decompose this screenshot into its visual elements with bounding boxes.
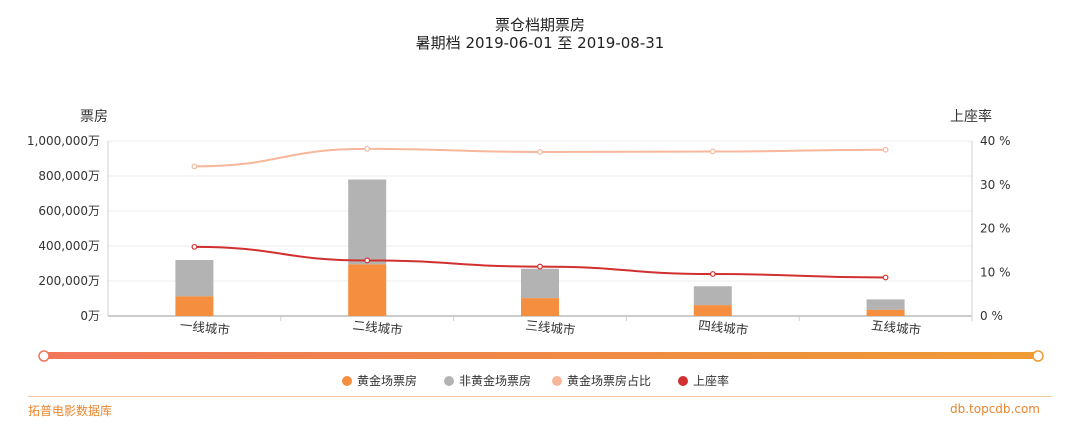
bar-golden — [693, 305, 732, 316]
occupancy-line-point — [364, 257, 371, 264]
legend: 黄金场票房 非黄金场票房 黄金场票房占比 上座率 — [342, 373, 729, 388]
occupancy-line-point — [537, 263, 543, 270]
x-tick-label: 三线城市 — [525, 317, 576, 337]
chart-subtitle: 暑期档 2019-06-01 至 2019-08-31 — [416, 34, 665, 52]
y-tick-label: 400,000万 — [38, 239, 100, 253]
bar-golden — [866, 309, 905, 316]
slider-handle-end[interactable] — [1032, 350, 1044, 362]
y-tick-label: 800,000万 — [38, 169, 100, 183]
y-tick-label: 0万 — [80, 309, 100, 323]
share-line-point — [537, 149, 543, 155]
bar-non-golden — [521, 268, 559, 299]
bar-non-golden — [866, 299, 905, 310]
y2-tick-label: 30 % — [980, 178, 1011, 192]
y2-axis-title: 上座率 — [950, 108, 992, 125]
x-axis: 一线城市 二线城市 三线城市 四线城市 五线城市 — [179, 316, 973, 338]
bar-series — [175, 179, 905, 316]
line-series — [191, 145, 889, 281]
legend-label: 黄金场票房 — [357, 373, 417, 388]
share-line-point — [709, 148, 716, 155]
bar-non-golden — [175, 260, 214, 297]
grid-lines — [107, 140, 973, 317]
x-tick-label: 四线城市 — [698, 317, 749, 337]
footer-divider — [28, 396, 1052, 397]
share-line-point — [364, 145, 371, 152]
legend-label: 黄金场票房占比 — [567, 373, 651, 388]
x-tick-label: 一线城市 — [179, 317, 230, 337]
legend-marker — [552, 376, 562, 386]
y-axis-ticks: 0万 200,000万 400,000万 600,000万 800,000万 1,000,… — [27, 134, 100, 323]
bar-golden — [348, 264, 387, 316]
x-tick-label: 二线城市 — [352, 317, 403, 337]
footer-brand[interactable]: 拓普电影数据库 — [28, 404, 113, 418]
y2-tick-label: 0 % — [980, 309, 1003, 323]
chart-canvas: 票仓档期票房 暑期档 2019-06-01 至 2019-08-31 票房 上座… — [27, 16, 1044, 388]
slider-handle-start[interactable] — [38, 350, 50, 362]
occupancy-line-point — [191, 243, 198, 250]
zoom-slider[interactable] — [38, 350, 1044, 362]
chart-titles: 票仓档期票房 暑期档 2019-06-01 至 2019-08-31 — [416, 16, 665, 52]
bar-golden — [521, 298, 559, 316]
legend-marker — [678, 376, 688, 386]
y-tick-label: 1,000,000万 — [27, 134, 100, 148]
x-tick-label: 五线城市 — [870, 317, 921, 337]
share-line-point — [882, 146, 889, 153]
y2-tick-label: 40 % — [980, 134, 1011, 148]
y2-tick-label: 20 % — [980, 222, 1011, 236]
y2-axis-ticks: 0 % 10 % 20 % 30 % 40 % — [980, 134, 1011, 323]
legend-label: 上座率 — [693, 373, 729, 388]
y2-tick-label: 10 % — [980, 265, 1011, 279]
bar-non-golden — [693, 286, 732, 306]
bar-golden — [175, 296, 214, 316]
share-line-point — [191, 163, 198, 170]
slider-track — [44, 352, 1038, 359]
occupancy-line-point — [882, 274, 889, 281]
legend-marker — [444, 376, 454, 386]
occupancy-line-point — [709, 271, 716, 277]
y-tick-label: 200,000万 — [38, 274, 100, 288]
chart-title: 票仓档期票房 — [495, 16, 585, 34]
footer-url[interactable]: db.topcdb.com — [950, 402, 1040, 416]
legend-marker — [342, 376, 352, 386]
legend-label: 非黄金场票房 — [459, 373, 531, 388]
y-axis-title: 票房 — [80, 109, 108, 125]
y-tick-label: 600,000万 — [38, 204, 100, 218]
bar-non-golden — [348, 179, 387, 265]
